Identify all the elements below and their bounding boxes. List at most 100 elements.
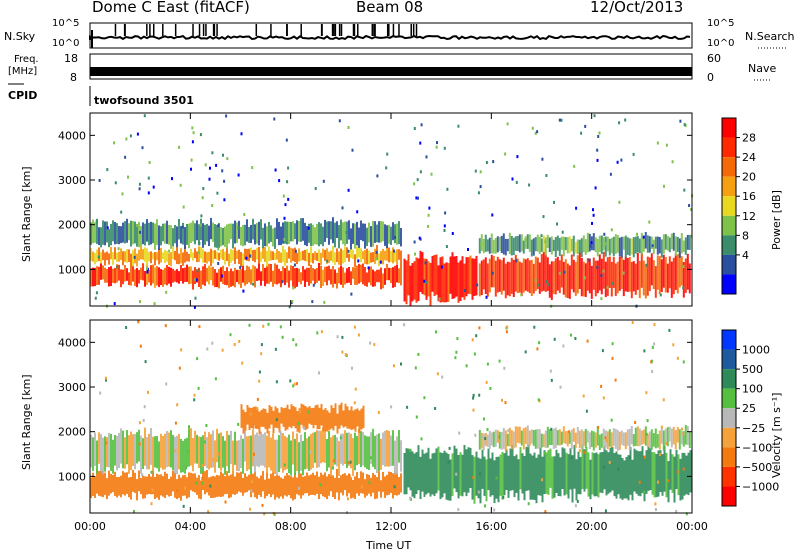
heatmap-cell [274, 439, 276, 475]
scatter-point [549, 369, 552, 373]
scatter-point [307, 410, 310, 414]
heatmap-cell [150, 265, 152, 286]
scatter-point [292, 338, 295, 342]
heatmap-cell [286, 404, 289, 430]
heatmap-cell [110, 247, 112, 260]
scatter-point [668, 328, 671, 332]
heatmap-cell [296, 411, 299, 432]
heatmap-cell [338, 477, 340, 501]
heatmap-cell [258, 263, 260, 281]
heatmap-cell [310, 264, 312, 284]
scatter-point [182, 504, 185, 508]
heatmap-cell [102, 265, 104, 280]
colorbar-frame [721, 117, 737, 295]
heatmap-cell [142, 438, 144, 469]
scatter-point [194, 296, 197, 300]
heatmap-cell [646, 256, 649, 296]
heatmap-cell [304, 476, 306, 494]
heatmap-cell [246, 405, 249, 425]
colorbar-tick-label: 25 [742, 402, 756, 415]
heatmap-cell [641, 446, 644, 494]
heatmap-cell [502, 427, 505, 449]
scatter-point [413, 182, 416, 186]
heatmap-cell [668, 256, 671, 289]
heatmap-cell [274, 252, 276, 260]
heatmap-cell [290, 222, 292, 242]
heatmap-cell [672, 426, 675, 445]
scatter-point [651, 244, 654, 248]
scatter-point [201, 196, 204, 200]
heatmap-cell [513, 456, 516, 498]
scatter-point [646, 419, 649, 423]
heatmap-cell [178, 253, 180, 265]
heatmap-cell [222, 248, 224, 261]
nave-label: Nave [748, 62, 777, 75]
heatmap-cell [522, 258, 525, 293]
scatter-point [596, 158, 599, 162]
heatmap-cell [206, 252, 208, 264]
heatmap-cell [560, 254, 563, 288]
heatmap-cell [620, 257, 623, 289]
scatter-point [419, 170, 422, 174]
heatmap-cell [162, 269, 164, 287]
scatter-point [347, 249, 350, 253]
heatmap-cell [552, 261, 555, 294]
scatter-point [217, 224, 220, 228]
scatter-point [537, 283, 540, 287]
heatmap-cell [580, 257, 583, 297]
heatmap-cell [417, 445, 420, 491]
heatmap-cell [184, 438, 186, 474]
heatmap-cell [154, 436, 156, 468]
heatmap-cell [494, 429, 497, 447]
heatmap-cell [548, 237, 551, 252]
scatter-point [243, 213, 246, 216]
scatter-point [136, 223, 138, 227]
scatter-point [498, 439, 501, 443]
heatmap-cell [494, 260, 497, 297]
scatter-point [174, 421, 177, 425]
scatter-point [274, 347, 277, 351]
heatmap-cell [296, 267, 298, 287]
heatmap-cell [660, 428, 663, 444]
scatter-point [544, 451, 546, 455]
heatmap-cell [260, 251, 262, 262]
scatter-point [575, 206, 578, 210]
scatter-point [198, 241, 201, 245]
scatter-point [291, 300, 294, 304]
heatmap-cell [668, 426, 671, 442]
scatter-point [445, 245, 448, 248]
heatmap-cell [342, 410, 345, 428]
scatter-point [562, 344, 565, 348]
heatmap-cell [138, 470, 140, 492]
ytick-label: 2000 [58, 426, 86, 439]
scatter-point [464, 289, 466, 293]
heatmap-cell [618, 431, 621, 450]
scatter-point [679, 119, 682, 123]
scatter-point [171, 177, 173, 181]
heatmap-cell [344, 221, 346, 246]
heatmap-cell [274, 227, 276, 249]
heatmap-cell [352, 480, 354, 498]
scatter-point [676, 470, 679, 474]
heatmap-cell [386, 263, 388, 281]
heatmap-cell [585, 447, 588, 489]
heatmap-cell [104, 252, 106, 266]
scatter-point [428, 206, 431, 210]
heatmap-cell [236, 472, 238, 494]
heatmap-cell [294, 268, 296, 289]
scatter-point [237, 173, 240, 177]
heatmap-cell [608, 429, 611, 447]
heatmap-cell [298, 221, 300, 242]
scatter-point [193, 393, 196, 397]
colorbar-segment [722, 330, 736, 350]
scatter-point [95, 291, 98, 295]
scatter-point [593, 114, 596, 118]
heatmap-cell [407, 254, 410, 296]
heatmap-cell [647, 446, 650, 491]
scatter-point [201, 481, 203, 485]
heatmap-cell [605, 450, 608, 496]
heatmap-cell [616, 430, 619, 451]
heatmap-cell [290, 476, 292, 499]
